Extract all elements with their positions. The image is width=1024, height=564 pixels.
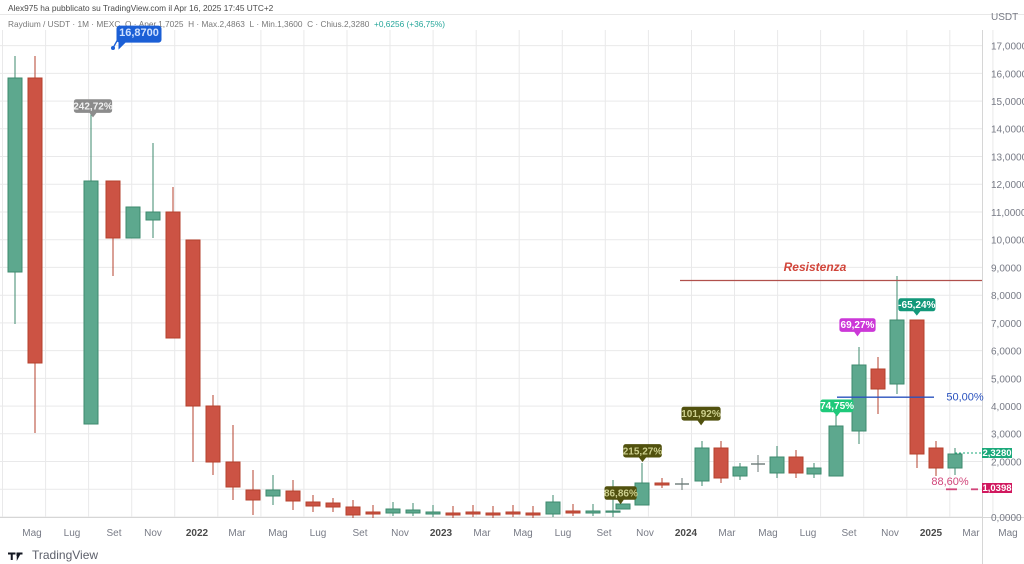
svg-text:12,0000: 12,0000 xyxy=(991,180,1024,191)
svg-text:Lug: Lug xyxy=(555,528,572,539)
svg-text:Lug: Lug xyxy=(310,528,327,539)
svg-text:3,0000: 3,0000 xyxy=(991,430,1022,441)
svg-text:9,0000: 9,0000 xyxy=(991,263,1022,274)
svg-text:Resistenza: Resistenza xyxy=(784,260,847,274)
svg-text:Lug: Lug xyxy=(800,528,817,539)
svg-text:Nov: Nov xyxy=(144,528,162,539)
svg-text:5,0000: 5,0000 xyxy=(991,374,1022,385)
svg-text:USDT: USDT xyxy=(991,12,1018,23)
svg-text:Mag: Mag xyxy=(268,528,287,539)
svg-text:74,75%: 74,75% xyxy=(820,401,854,412)
svg-text:1,0398: 1,0398 xyxy=(982,483,1011,494)
svg-text:Mag: Mag xyxy=(513,528,532,539)
svg-text:16,0000: 16,0000 xyxy=(991,69,1024,80)
svg-text:Mag: Mag xyxy=(998,528,1017,539)
svg-text:Nov: Nov xyxy=(881,528,899,539)
svg-text:14,0000: 14,0000 xyxy=(991,125,1024,136)
svg-text:2023: 2023 xyxy=(430,528,453,539)
svg-text:101,92%: 101,92% xyxy=(681,409,721,420)
svg-text:Mag: Mag xyxy=(22,528,41,539)
svg-text:Mar: Mar xyxy=(718,528,736,539)
svg-text:50,00%: 50,00% xyxy=(946,392,984,404)
svg-text:88,60%: 88,60% xyxy=(931,476,969,488)
svg-text:Mar: Mar xyxy=(962,528,980,539)
svg-text:Mar: Mar xyxy=(228,528,246,539)
svg-text:10,0000: 10,0000 xyxy=(991,236,1024,247)
svg-text:Mag: Mag xyxy=(758,528,777,539)
svg-text:0,0000: 0,0000 xyxy=(991,513,1022,524)
svg-text:2,3280: 2,3280 xyxy=(982,448,1011,459)
svg-text:86,86%: 86,86% xyxy=(604,489,638,500)
svg-text:6,0000: 6,0000 xyxy=(991,347,1022,358)
svg-text:2025: 2025 xyxy=(920,528,943,539)
svg-text:Lug: Lug xyxy=(64,528,81,539)
svg-text:11,0000: 11,0000 xyxy=(991,208,1024,219)
svg-text:16,8700: 16,8700 xyxy=(119,27,159,39)
svg-text:2024: 2024 xyxy=(675,528,698,539)
svg-text:15,0000: 15,0000 xyxy=(991,97,1024,108)
svg-text:2022: 2022 xyxy=(186,528,209,539)
svg-text:7,0000: 7,0000 xyxy=(991,319,1022,330)
svg-text:Set: Set xyxy=(841,528,856,539)
svg-text:4,0000: 4,0000 xyxy=(991,402,1022,413)
svg-text:242,72%: 242,72% xyxy=(73,102,113,113)
svg-text:Set: Set xyxy=(352,528,367,539)
svg-text:69,27%: 69,27% xyxy=(841,320,875,331)
svg-text:8,0000: 8,0000 xyxy=(991,291,1022,302)
svg-text:Nov: Nov xyxy=(636,528,654,539)
svg-text:-65,24%: -65,24% xyxy=(898,300,935,311)
svg-text:Mar: Mar xyxy=(473,528,491,539)
svg-text:Nov: Nov xyxy=(391,528,409,539)
svg-text:2,0000: 2,0000 xyxy=(991,457,1022,468)
svg-text:215,27%: 215,27% xyxy=(623,447,663,458)
svg-text:13,0000: 13,0000 xyxy=(991,152,1024,163)
svg-text:Set: Set xyxy=(106,528,121,539)
svg-text:17,0000: 17,0000 xyxy=(991,42,1024,53)
svg-text:Set: Set xyxy=(596,528,611,539)
